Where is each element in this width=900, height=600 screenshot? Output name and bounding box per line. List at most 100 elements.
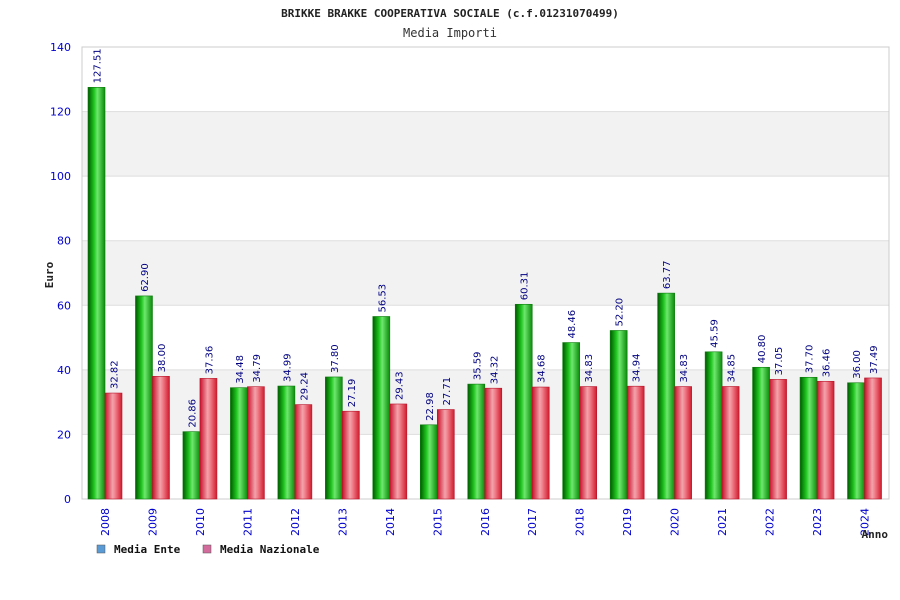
data-label: 37.05	[774, 347, 785, 376]
legend-swatch	[96, 544, 106, 554]
bar-media-nazionale-2012	[294, 404, 313, 500]
data-label: 45.59	[710, 319, 721, 348]
chart-title: BRIKKE BRAKKE COOPERATIVA SOCIALE (c.f.0…	[281, 7, 619, 20]
bar-media-nazionale-2020	[674, 386, 692, 500]
bar-media-nazionale-2015	[436, 409, 455, 500]
data-label: 22.98	[425, 392, 436, 421]
y-tick-label: 20	[57, 428, 71, 441]
bar-media-ente-2024	[847, 382, 865, 500]
bar-media-ente-2015	[419, 424, 438, 500]
data-label: 60.31	[520, 272, 531, 301]
data-label: 34.83	[679, 354, 690, 383]
y-tick-label: 60	[57, 299, 71, 312]
legend-swatch	[202, 544, 212, 554]
x-tick-label: 2019	[621, 508, 634, 536]
legend: Media Ente Media Nazionale	[96, 543, 320, 556]
bar-media-ente-2022	[752, 366, 770, 500]
bar-media-ente-2009	[135, 295, 153, 500]
grid-band	[82, 176, 889, 241]
bar-media-ente-2010	[182, 431, 201, 500]
bar-media-nazionale-2014	[389, 403, 408, 500]
x-tick-label: 2014	[384, 508, 397, 536]
data-label: 34.83	[584, 354, 595, 383]
x-tick-label: 2013	[336, 508, 349, 536]
bar-media-nazionale-2019	[626, 385, 645, 500]
bar-media-nazionale-2013	[342, 410, 360, 500]
x-tick-label: 2010	[194, 508, 207, 536]
data-label: 34.99	[282, 353, 293, 382]
bar-media-ente-2014	[372, 316, 391, 500]
data-label: 56.53	[377, 284, 388, 313]
data-label: 20.86	[187, 399, 198, 428]
bar-media-ente-2020	[657, 292, 675, 500]
x-tick-label: 2023	[811, 508, 824, 536]
data-label: 35.59	[472, 351, 483, 380]
y-tick-label: 140	[50, 41, 71, 54]
chart-subtitle: Media Importi	[403, 26, 497, 40]
bar-media-nazionale-2018	[579, 386, 598, 500]
legend-item-media-ente: Media Ente	[96, 543, 181, 556]
legend-label: Media Nazionale	[220, 543, 320, 556]
data-label: 34.48	[235, 355, 246, 384]
bar-media-nazionale-2024	[864, 377, 882, 500]
data-label: 34.94	[632, 354, 643, 383]
x-tick-label: 2022	[764, 508, 777, 536]
grid-band	[82, 305, 889, 370]
data-labels: 127.51 32.82 62.90 38.00 20.86 37.36 34.48 34.7…	[93, 48, 881, 427]
data-label: 34.79	[252, 354, 263, 383]
data-label: 34.68	[537, 354, 548, 383]
grid-band	[82, 240, 889, 306]
y-tick-label: 120	[50, 106, 71, 119]
data-label: 48.46	[567, 310, 578, 339]
grid-band	[82, 111, 889, 177]
x-axis-ticks: 2008 2009 2010 2011 2012 2013 2014 2015 2016 2017…	[99, 508, 872, 536]
data-label: 37.70	[805, 345, 816, 374]
bar-media-ente-2013	[325, 376, 343, 500]
x-tick-label: 2015	[431, 508, 444, 536]
data-label: 36.46	[822, 349, 833, 378]
data-label: 32.82	[110, 360, 121, 389]
y-tick-label: 40	[57, 364, 71, 377]
x-tick-label: 2024	[859, 508, 872, 536]
data-label: 37.49	[869, 345, 880, 374]
y-tick-label: 80	[57, 235, 71, 248]
x-tick-label: 2016	[479, 508, 492, 536]
bar-media-ente-2016	[467, 383, 486, 500]
bar-media-nazionale-2010	[199, 378, 218, 500]
grid-band	[82, 47, 889, 112]
data-label: 37.80	[330, 344, 341, 373]
bar-media-ente-2012	[277, 385, 296, 500]
bar-media-ente-2011	[230, 387, 248, 500]
data-label: 27.71	[442, 377, 453, 406]
bar-media-ente-2021	[704, 351, 723, 500]
x-tick-label: 2020	[669, 508, 682, 536]
bar-media-nazionale-2022	[769, 379, 787, 500]
bar-media-nazionale-2009	[152, 376, 170, 500]
y-tick-label: 100	[50, 170, 71, 183]
bar-media-ente-2019	[609, 330, 628, 500]
bar-media-nazionale-2008	[104, 392, 123, 500]
bar-media-nazionale-2011	[247, 386, 265, 500]
data-label: 34.32	[489, 356, 500, 385]
data-label: 36.00	[852, 350, 863, 379]
data-label: 29.24	[299, 372, 310, 401]
x-tick-label: 2012	[289, 508, 302, 536]
data-label: 38.00	[157, 344, 168, 373]
data-label: 52.20	[615, 298, 626, 327]
x-axis-label: Anno	[862, 528, 889, 541]
y-tick-label: 0	[64, 493, 71, 506]
bar-media-nazionale-2017	[531, 386, 550, 500]
x-tick-label: 2017	[526, 508, 539, 536]
x-tick-label: 2011	[241, 508, 254, 536]
data-label: 62.90	[140, 263, 151, 292]
x-tick-label: 2021	[716, 508, 729, 536]
data-label: 127.51	[93, 48, 104, 83]
data-label: 37.36	[204, 346, 215, 375]
bar-media-nazionale-2016	[484, 387, 503, 500]
bar-media-ente-2017	[514, 303, 533, 500]
bar-media-nazionale-2021	[721, 386, 740, 500]
bars	[87, 87, 882, 500]
y-axis-label: Euro	[43, 261, 56, 288]
data-label: 27.19	[347, 379, 358, 408]
